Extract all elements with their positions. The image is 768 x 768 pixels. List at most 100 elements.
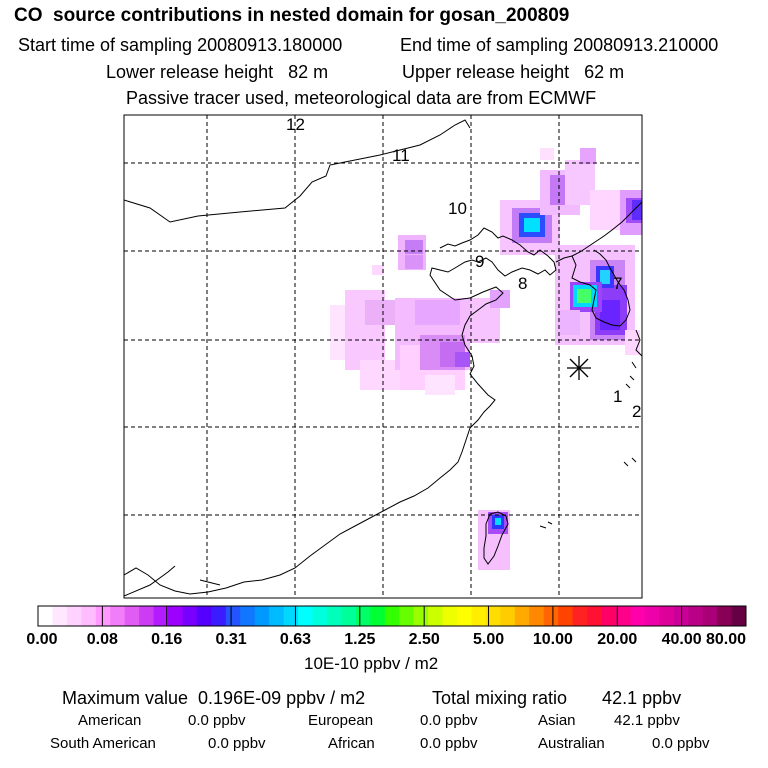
- region-name-australian: Australian: [538, 735, 605, 752]
- colorbar-swatch: [211, 606, 227, 626]
- colorbar-swatch: [630, 606, 646, 626]
- colorbar-swatch: [615, 606, 631, 626]
- track-label: 11: [392, 146, 410, 165]
- upper-height-label: Upper release height 62 m: [402, 62, 625, 82]
- region-value-african: 0.0 ppbv: [420, 735, 478, 752]
- colorbar-swatch: [485, 606, 501, 626]
- plume-cell: [524, 218, 540, 232]
- track-label: 12: [286, 115, 305, 134]
- plume-cell: [540, 148, 554, 160]
- colorbar-swatch: [341, 606, 357, 626]
- coast-china: [124, 227, 557, 595]
- colorbar-swatch: [529, 606, 545, 626]
- region-name-european: European: [308, 712, 374, 729]
- concentration-field: [330, 148, 642, 570]
- tracer-info-label: Passive tracer used, meteorological data…: [126, 88, 597, 108]
- colorbar-tick-label: 20.00: [597, 631, 637, 648]
- colorbar-swatch: [182, 606, 198, 626]
- colorbar-tick-label: 10.00: [533, 631, 573, 648]
- plume-cell: [415, 300, 460, 325]
- colorbar-tick-label: 1.25: [344, 631, 375, 648]
- colorbar-tick-label: 0.31: [216, 631, 247, 648]
- track-label: 8: [518, 274, 527, 293]
- receptor-asterisk: [567, 356, 591, 380]
- colorbar-swatch: [457, 606, 472, 626]
- start-time-label: Start time of sampling 20080913.180000: [18, 35, 343, 55]
- colorbar-swatch: [38, 606, 53, 626]
- colorbar-swatch: [428, 606, 443, 626]
- colorbar-swatch: [399, 606, 415, 626]
- colorbar-swatch: [442, 606, 458, 626]
- region-name-asian: Asian: [538, 712, 576, 729]
- plume-cell: [405, 255, 423, 269]
- coastlines: [124, 119, 642, 597]
- colorbar-tick-label: 0.16: [151, 631, 182, 648]
- colorbar-swatch: [384, 606, 400, 626]
- region-value-south-american: 0.0 ppbv: [208, 735, 266, 752]
- chart-title: CO source contributions in nested domain…: [14, 5, 570, 26]
- plume-cell: [577, 289, 591, 303]
- plume-cell: [455, 352, 470, 367]
- colorbar-swatch: [370, 606, 386, 626]
- plume-cell: [560, 310, 580, 335]
- colorbar-swatch: [601, 606, 617, 626]
- colorbar-tick-labels: 0.00 0.08 0.16 0.31 0.63 1.25 2.50 5.00 10.00 20.…: [26, 631, 746, 648]
- plume-cell: [372, 265, 384, 275]
- plume-inner-mongolia: [372, 235, 426, 275]
- track-label: 1: [613, 387, 622, 406]
- colorbar-swatch: [124, 606, 140, 626]
- colorbar-swatch: [543, 606, 559, 626]
- plume-cell: [490, 290, 510, 308]
- colorbar-tick-label: 0.00: [26, 631, 57, 648]
- region-value-european: 0.0 ppbv: [420, 712, 478, 729]
- plume-cell: [405, 240, 423, 254]
- colorbar-swatch: [688, 606, 704, 626]
- colorbar-swatch: [168, 606, 183, 626]
- colorbar-swatch: [558, 606, 574, 626]
- colorbar-tick-label: 80.00: [706, 631, 746, 648]
- plume-cell: [495, 518, 501, 525]
- region-name-african: African: [328, 735, 375, 752]
- colorbar-tick-label: 40.00: [662, 631, 702, 648]
- colorbar-swatch: [312, 606, 328, 626]
- colorbar-tick-label: 2.50: [409, 631, 440, 648]
- coast-borders-west: [124, 565, 221, 597]
- colorbar-swatch: [572, 606, 588, 626]
- colorbar-tick-label: 0.08: [87, 631, 118, 648]
- colorbar-swatch: [644, 606, 660, 626]
- colorbar-swatch: [659, 606, 675, 626]
- colorbar-swatch: [240, 606, 256, 626]
- colorbar-swatch: [81, 606, 97, 626]
- colorbar-swatch: [283, 606, 299, 626]
- colorbar-swatch: [355, 606, 371, 626]
- colorbar-swatch: [298, 606, 313, 626]
- colorbar-frame: [37, 605, 747, 627]
- colorbar-swatch: [269, 606, 285, 626]
- plume-cell: [632, 200, 642, 220]
- colorbar-swatch: [326, 606, 342, 626]
- colorbar-swatch: [413, 606, 429, 626]
- colorbar-swatch: [717, 606, 732, 626]
- end-time-label: End time of sampling 20080913.210000: [400, 35, 719, 55]
- coast-korea: [555, 201, 642, 327]
- colorbar-swatch: [153, 606, 169, 626]
- border-mongolia: [124, 119, 471, 223]
- plume-china-plains: [330, 290, 510, 395]
- colorbar-swatch: [225, 606, 241, 626]
- total-mixing-label: Total mixing ratio 42.1 ppbv: [432, 688, 682, 708]
- track-label: 7: [613, 274, 622, 293]
- region-value-australian: 0.0 ppbv: [652, 735, 710, 752]
- colorbar: [37, 605, 747, 627]
- colorbar-units-label: 10E-10 ppbv / m2: [304, 654, 439, 673]
- max-value-label: Maximum value 0.196E-09 ppbv / m2: [62, 688, 366, 708]
- track-label: 9: [475, 252, 484, 271]
- colorbar-swatch: [52, 606, 68, 626]
- colorbar-swatch: [110, 606, 126, 626]
- colorbar-swatch: [254, 606, 270, 626]
- track-label: 2: [632, 402, 641, 421]
- region-name-american: American: [78, 712, 142, 729]
- colorbar-swatch: [66, 606, 82, 626]
- colorbar-tick-label: 5.00: [473, 631, 504, 648]
- lower-height-label: Lower release height 82 m: [106, 62, 329, 82]
- colorbar-swatch: [731, 606, 747, 626]
